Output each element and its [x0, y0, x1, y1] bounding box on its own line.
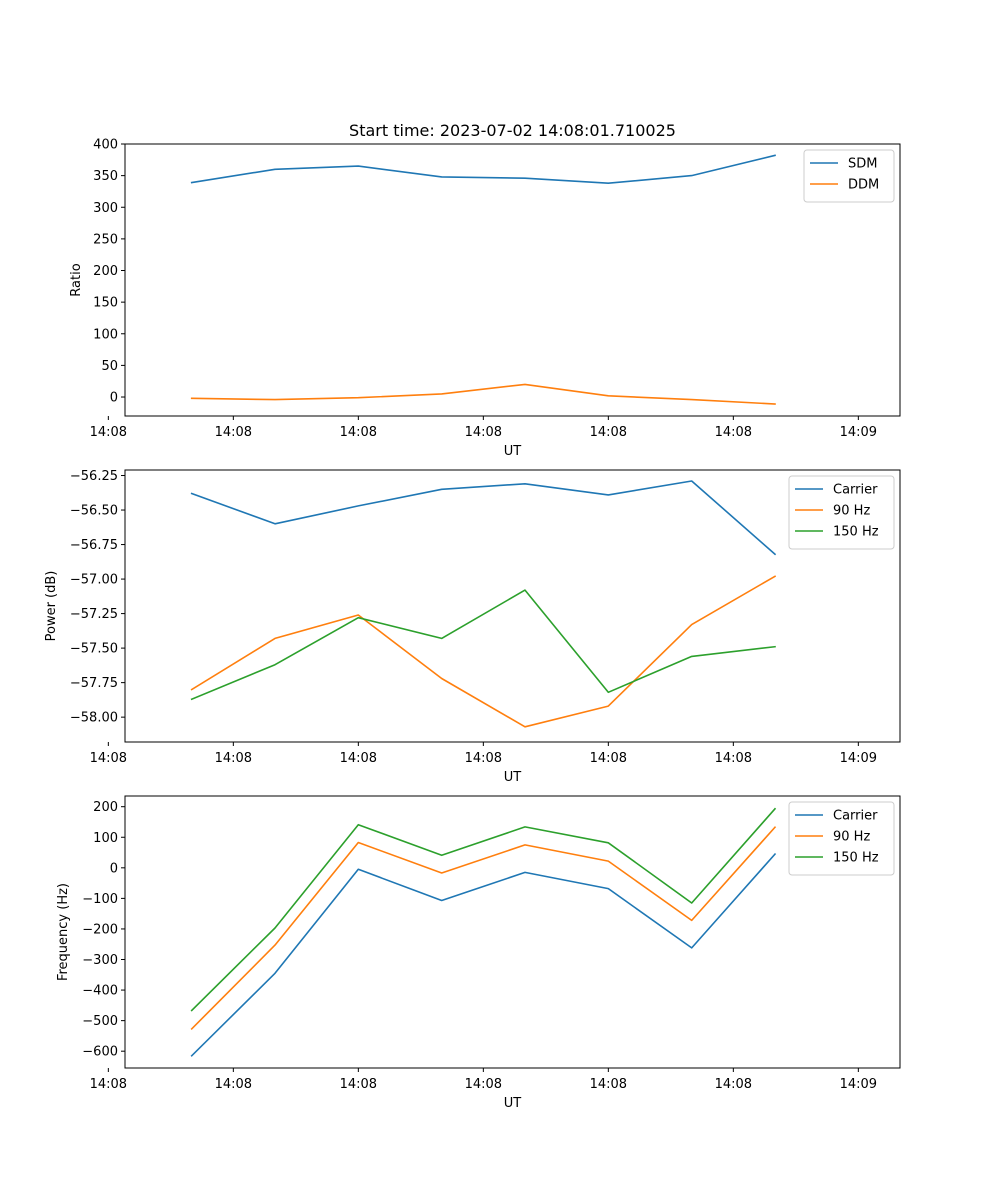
x-tick-label: 14:08: [215, 1077, 252, 1092]
legend: SDM DDM: [803, 149, 895, 203]
y-axis-label: Frequency (Hz): [56, 883, 71, 981]
subplot-3: 14:08 14:08 14:08 14:08 14:08 14:08 14:09 −600 −…: [56, 795, 901, 1111]
y-tick-label: −500: [82, 1014, 118, 1029]
legend-label: SDM: [848, 157, 877, 172]
y-tick-label: 200: [93, 264, 118, 279]
y-tick-label: −57.25: [70, 607, 118, 622]
y-tick-label: −100: [82, 892, 118, 907]
legend-label: 150 Hz: [833, 851, 879, 866]
y-tick-label: −57.00: [70, 573, 118, 588]
legend-label: DDM: [848, 178, 879, 193]
y-tick-label: −200: [82, 922, 118, 937]
x-tick-label: 14:08: [90, 751, 127, 766]
x-tick-label: 14:08: [90, 1077, 127, 1092]
y-tick-label: 200: [93, 800, 118, 815]
x-tick-label: 14:08: [715, 1077, 752, 1092]
series-line-carrier: [190, 852, 777, 1057]
series-line-150-hz: [190, 807, 777, 1012]
x-tick-label: 14:08: [215, 751, 252, 766]
x-axis-label: UT: [504, 770, 522, 785]
chart-title: Start time: 2023-07-02 14:08:01.710025: [349, 121, 676, 140]
x-tick-label: 14:08: [590, 425, 627, 440]
subplot-1: 14:08 14:08 14:08 14:08 14:08 14:08 14:09 0 50 10…: [69, 121, 901, 459]
x-tick-label: 14:09: [840, 751, 877, 766]
y-tick-label: 250: [93, 232, 118, 247]
y-tick-label: −600: [82, 1045, 118, 1060]
legend-label: Carrier: [833, 483, 878, 498]
x-tick-label: 14:08: [465, 1077, 502, 1092]
subplot-2: 14:08 14:08 14:08 14:08 14:08 14:08 14:09 −58.0…: [44, 469, 901, 785]
x-tick-label: 14:08: [590, 1077, 627, 1092]
y-tick-label: 100: [93, 327, 118, 342]
x-axis-label: UT: [504, 1096, 522, 1111]
y-tick-label: 100: [93, 831, 118, 846]
y-tick-label: −400: [82, 984, 118, 999]
y-tick-label: 0: [110, 861, 118, 876]
x-tick-label: 14:08: [90, 425, 127, 440]
y-axis-label: Ratio: [69, 263, 84, 296]
x-tick-label: 14:08: [465, 425, 502, 440]
axes-frame: [124, 143, 901, 417]
legend-label: 90 Hz: [833, 830, 870, 845]
y-tick-label: 150: [93, 296, 118, 311]
x-tick-label: 14:08: [215, 425, 252, 440]
series-line-ddm: [190, 383, 776, 405]
y-tick-label: −57.50: [70, 642, 118, 657]
x-axis-label: UT: [504, 444, 522, 459]
x-tick-label: 14:08: [340, 1077, 377, 1092]
y-tick-label: −56.75: [70, 538, 118, 553]
axes-frame: [124, 469, 901, 743]
series-line-carrier: [190, 480, 777, 556]
series-line-sdm: [190, 154, 776, 184]
series-line-150-hz: [190, 589, 776, 701]
x-tick-label: 14:08: [715, 425, 752, 440]
y-tick-label: 300: [93, 201, 118, 216]
y-tick-label: 350: [93, 169, 118, 184]
y-tick-label: 50: [101, 359, 118, 374]
x-tick-label: 14:08: [340, 751, 377, 766]
x-tick-label: 14:08: [715, 751, 752, 766]
legend: Carrier 90 Hz 150 Hz: [788, 801, 895, 876]
x-tick-label: 14:09: [840, 425, 877, 440]
y-axis-label: Power (dB): [44, 571, 59, 642]
legend-label: Carrier: [833, 809, 878, 824]
legend-label: 150 Hz: [833, 525, 879, 540]
y-tick-label: −57.75: [70, 676, 118, 691]
y-tick-label: −300: [82, 953, 118, 968]
legend-label: 90 Hz: [833, 504, 870, 519]
y-tick-label: −58.00: [70, 711, 118, 726]
y-tick-label: −56.25: [70, 469, 118, 484]
x-tick-label: 14:08: [465, 751, 502, 766]
legend: Carrier 90 Hz 150 Hz: [788, 475, 895, 550]
series-line-90-hz: [190, 575, 777, 728]
axes-frame: [124, 795, 901, 1069]
series-line-90-hz: [190, 826, 777, 1031]
x-tick-label: 14:09: [840, 1077, 877, 1092]
y-tick-label: −56.50: [70, 504, 118, 519]
x-tick-label: 14:08: [590, 751, 627, 766]
y-tick-label: 400: [93, 138, 118, 153]
y-tick-label: 0: [110, 391, 118, 406]
x-tick-label: 14:08: [340, 425, 377, 440]
